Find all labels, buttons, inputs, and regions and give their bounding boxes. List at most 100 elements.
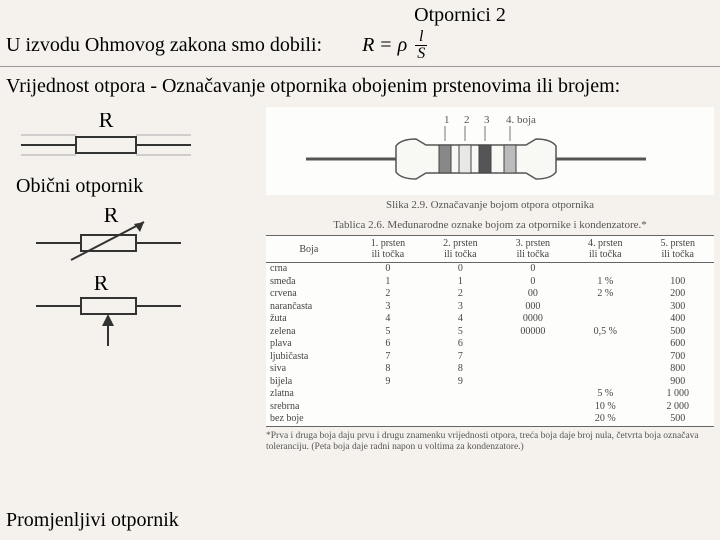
table-cell: 600 [642, 338, 715, 351]
table-cell: 8 [352, 363, 424, 376]
symbol-label-R3: R [94, 276, 109, 295]
table-row: žuta440000400 [266, 313, 714, 326]
formula-fraction: l S [413, 29, 429, 62]
table-cell: 7 [424, 351, 496, 364]
table-row: siva88800 [266, 363, 714, 376]
ohm-formula: R = ρ l S [362, 29, 429, 62]
resistor-symbol-potentiometer: R [16, 276, 256, 351]
formula-R: R [362, 34, 374, 57]
table-cell: 500 [642, 413, 715, 426]
table-cell: 6 [352, 338, 424, 351]
table-cell: zlatna [266, 388, 352, 401]
table-cell: 0 [352, 263, 424, 276]
table-cell: 0 [497, 263, 569, 276]
table-cell: 4 [424, 313, 496, 326]
table-cell [352, 413, 424, 426]
table-cell [352, 401, 424, 414]
table-cell [497, 413, 569, 426]
table-cell: 0 [424, 263, 496, 276]
table-cell [569, 376, 641, 389]
table-cell: 1 [424, 276, 496, 289]
table-cell: 5 % [569, 388, 641, 401]
symbol-label-R2: R [104, 208, 119, 227]
label-plain-resistor: Obični otpornik [6, 171, 256, 202]
table-cell: 1 [352, 276, 424, 289]
svg-text:4. boja: 4. boja [506, 114, 536, 126]
table-row: ljubičasta77700 [266, 351, 714, 364]
formula-den: S [413, 46, 429, 62]
table-cell: 9 [424, 376, 496, 389]
table-cell: 00000 [497, 326, 569, 339]
resistor-var1-svg: R [16, 208, 196, 268]
formula-rho: ρ [398, 34, 408, 57]
divider [0, 66, 720, 67]
table-row: bez boje 20 %500 [266, 413, 714, 426]
table-cell: 5 [424, 326, 496, 339]
table-cell: narančasta [266, 301, 352, 314]
table-cell: 20 % [569, 413, 641, 426]
resistor-bands-svg: 1 2 3 4. boja [266, 111, 686, 186]
table-cell: 0000 [497, 313, 569, 326]
table-cell [497, 388, 569, 401]
resistor-symbol-plain: R [16, 113, 256, 163]
table-header: Boja [266, 236, 352, 263]
resistor-plain-svg: R [16, 113, 196, 163]
table-cell: 1 000 [642, 388, 715, 401]
table-cell: 800 [642, 363, 715, 376]
table-header: 2. prstenili točka [424, 236, 496, 263]
table-row: zelena55000000,5 %500 [266, 326, 714, 339]
table-cell [497, 363, 569, 376]
table-cell [497, 338, 569, 351]
table-cell: zelena [266, 326, 352, 339]
table-cell [424, 401, 496, 414]
table-cell [642, 263, 715, 276]
table-cell: 8 [424, 363, 496, 376]
table-cell: 9 [352, 376, 424, 389]
figure-caption: Slika 2.9. Označavanje bojom otpora otpo… [266, 199, 714, 211]
table-cell: bijela [266, 376, 352, 389]
table-cell: 1 % [569, 276, 641, 289]
table-cell: 5 [352, 326, 424, 339]
table-cell: 7 [352, 351, 424, 364]
table-cell: smeđa [266, 276, 352, 289]
table-cell: 6 [424, 338, 496, 351]
table-cell: 2 [352, 288, 424, 301]
table-cell [569, 301, 641, 314]
table-cell: siva [266, 363, 352, 376]
table-cell: 100 [642, 276, 715, 289]
table-row: srebrna 10 %2 000 [266, 401, 714, 414]
table-cell [424, 413, 496, 426]
table-row: crvena22002 %200 [266, 288, 714, 301]
table-cell [569, 313, 641, 326]
table-cell: bez boje [266, 413, 352, 426]
table-cell: 4 [352, 313, 424, 326]
table-row: narančasta33000300 [266, 301, 714, 314]
label-variable-resistor: Promjenljivi otpornik [6, 509, 179, 532]
table-caption: Tablica 2.6. Međunarodne oznake bojom za… [266, 219, 714, 231]
table-cell: 10 % [569, 401, 641, 414]
table-header: 3. prstenili točka [497, 236, 569, 263]
left-column: R Obični otpornik R R [6, 107, 256, 453]
table-cell: 2 000 [642, 401, 715, 414]
table-cell: 300 [642, 301, 715, 314]
table-cell: crna [266, 263, 352, 276]
table-cell: 400 [642, 313, 715, 326]
table-row: smeđa1101 %100 [266, 276, 714, 289]
table-cell: crvena [266, 288, 352, 301]
subtitle-text: Vrijednost otpora - Označavanje otpornik… [0, 69, 720, 107]
table-cell: 200 [642, 288, 715, 301]
formula-num: l [415, 29, 427, 46]
formula-eq: = [380, 34, 391, 57]
table-footnote: *Prva i druga boja daju prvu i drugu zna… [266, 431, 714, 454]
table-header: 4. prstenili točka [569, 236, 641, 263]
table-cell [497, 351, 569, 364]
table-cell [569, 263, 641, 276]
table-cell: srebrna [266, 401, 352, 414]
table-cell: ljubičasta [266, 351, 352, 364]
table-cell: 900 [642, 376, 715, 389]
table-row: plava66600 [266, 338, 714, 351]
intro-text: U izvodu Ohmovog zakona smo dobili: [6, 34, 322, 57]
table-cell: 500 [642, 326, 715, 339]
svg-text:1: 1 [444, 114, 450, 126]
table-cell: 00 [497, 288, 569, 301]
